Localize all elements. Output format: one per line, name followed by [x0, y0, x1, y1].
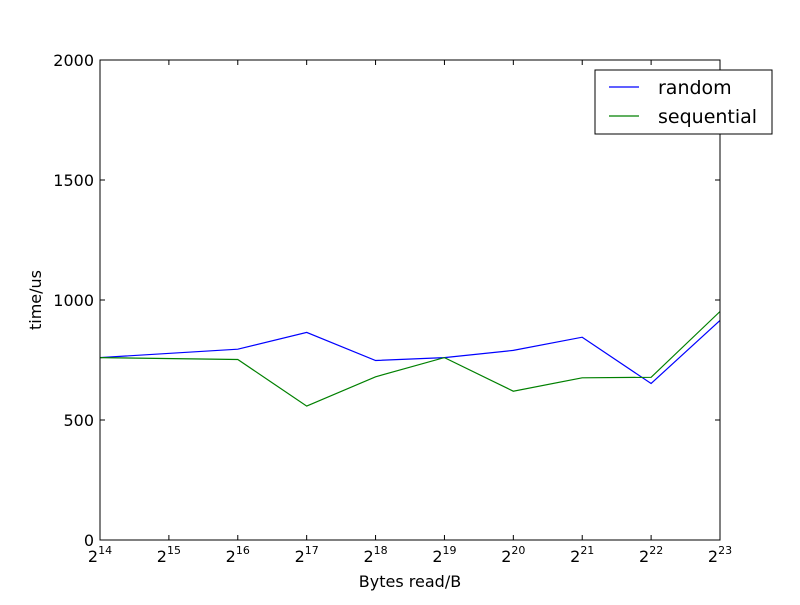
legend-label-sequential: sequential	[658, 106, 757, 128]
y-axis-label: time/us	[26, 270, 45, 330]
legend: random sequential	[594, 69, 773, 135]
series-line-random	[99, 319, 721, 385]
x-tick-label: 214	[88, 544, 112, 566]
legend-label-random: random	[658, 77, 732, 99]
x-tick-label: 219	[432, 544, 456, 566]
x-tick-label: 217	[295, 544, 319, 566]
legend-box	[594, 69, 773, 135]
y-tick-labels: 0 500 1000 1500 2000	[53, 51, 94, 550]
x-tick-label: 216	[226, 544, 250, 566]
x-tick-label: 215	[157, 544, 181, 566]
y-tick-label: 1500	[53, 171, 94, 190]
y-tick-label: 0	[84, 531, 94, 550]
x-tick-labels: 214 215 216 217 218 219 220 221 222 223	[88, 544, 732, 566]
x-tick-label: 223	[708, 544, 732, 566]
x-axis-label: Bytes read/B	[359, 572, 461, 591]
series-layer	[99, 311, 721, 407]
x-tick-label: 220	[501, 544, 525, 566]
x-tick-label: 218	[363, 544, 387, 566]
x-tick-label: 222	[639, 544, 663, 566]
y-tick-label: 500	[63, 411, 94, 430]
x-tick-label: 221	[570, 544, 594, 566]
y-tick-label: 1000	[53, 291, 94, 310]
series-line-sequential	[99, 311, 721, 407]
y-tick-label: 2000	[53, 51, 94, 70]
plot-frame	[99, 59, 721, 541]
